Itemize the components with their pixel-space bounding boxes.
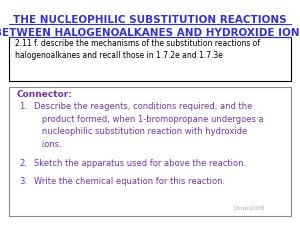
Text: 2.: 2. [20,159,27,168]
Text: Sketch the apparatus used for above the reaction.: Sketch the apparatus used for above the … [34,159,247,168]
Text: Connector:: Connector: [16,90,72,99]
Text: 1.: 1. [20,102,27,111]
FancyBboxPatch shape [9,37,291,81]
Text: Write the chemical equation for this reaction.: Write the chemical equation for this rea… [34,177,226,186]
Text: THE NUCLEOPHILIC SUBSTITUTION REACTIONS: THE NUCLEOPHILIC SUBSTITUTION REACTIONS [13,15,287,25]
Text: 2.11 f. describe the mechanisms of the substitution reactions of
halogenoalkanes: 2.11 f. describe the mechanisms of the s… [15,39,260,60]
FancyBboxPatch shape [9,87,291,216]
Text: BETWEEN HALOGENOALKANES AND HYDROXIDE IONS: BETWEEN HALOGENOALKANES AND HYDROXIDE IO… [0,28,300,38]
Text: Describe the reagents, conditions required, and the
   product formed, when 1-br: Describe the reagents, conditions requir… [34,102,264,149]
Text: 3.: 3. [20,177,28,186]
Text: Crown2008: Crown2008 [234,207,265,212]
